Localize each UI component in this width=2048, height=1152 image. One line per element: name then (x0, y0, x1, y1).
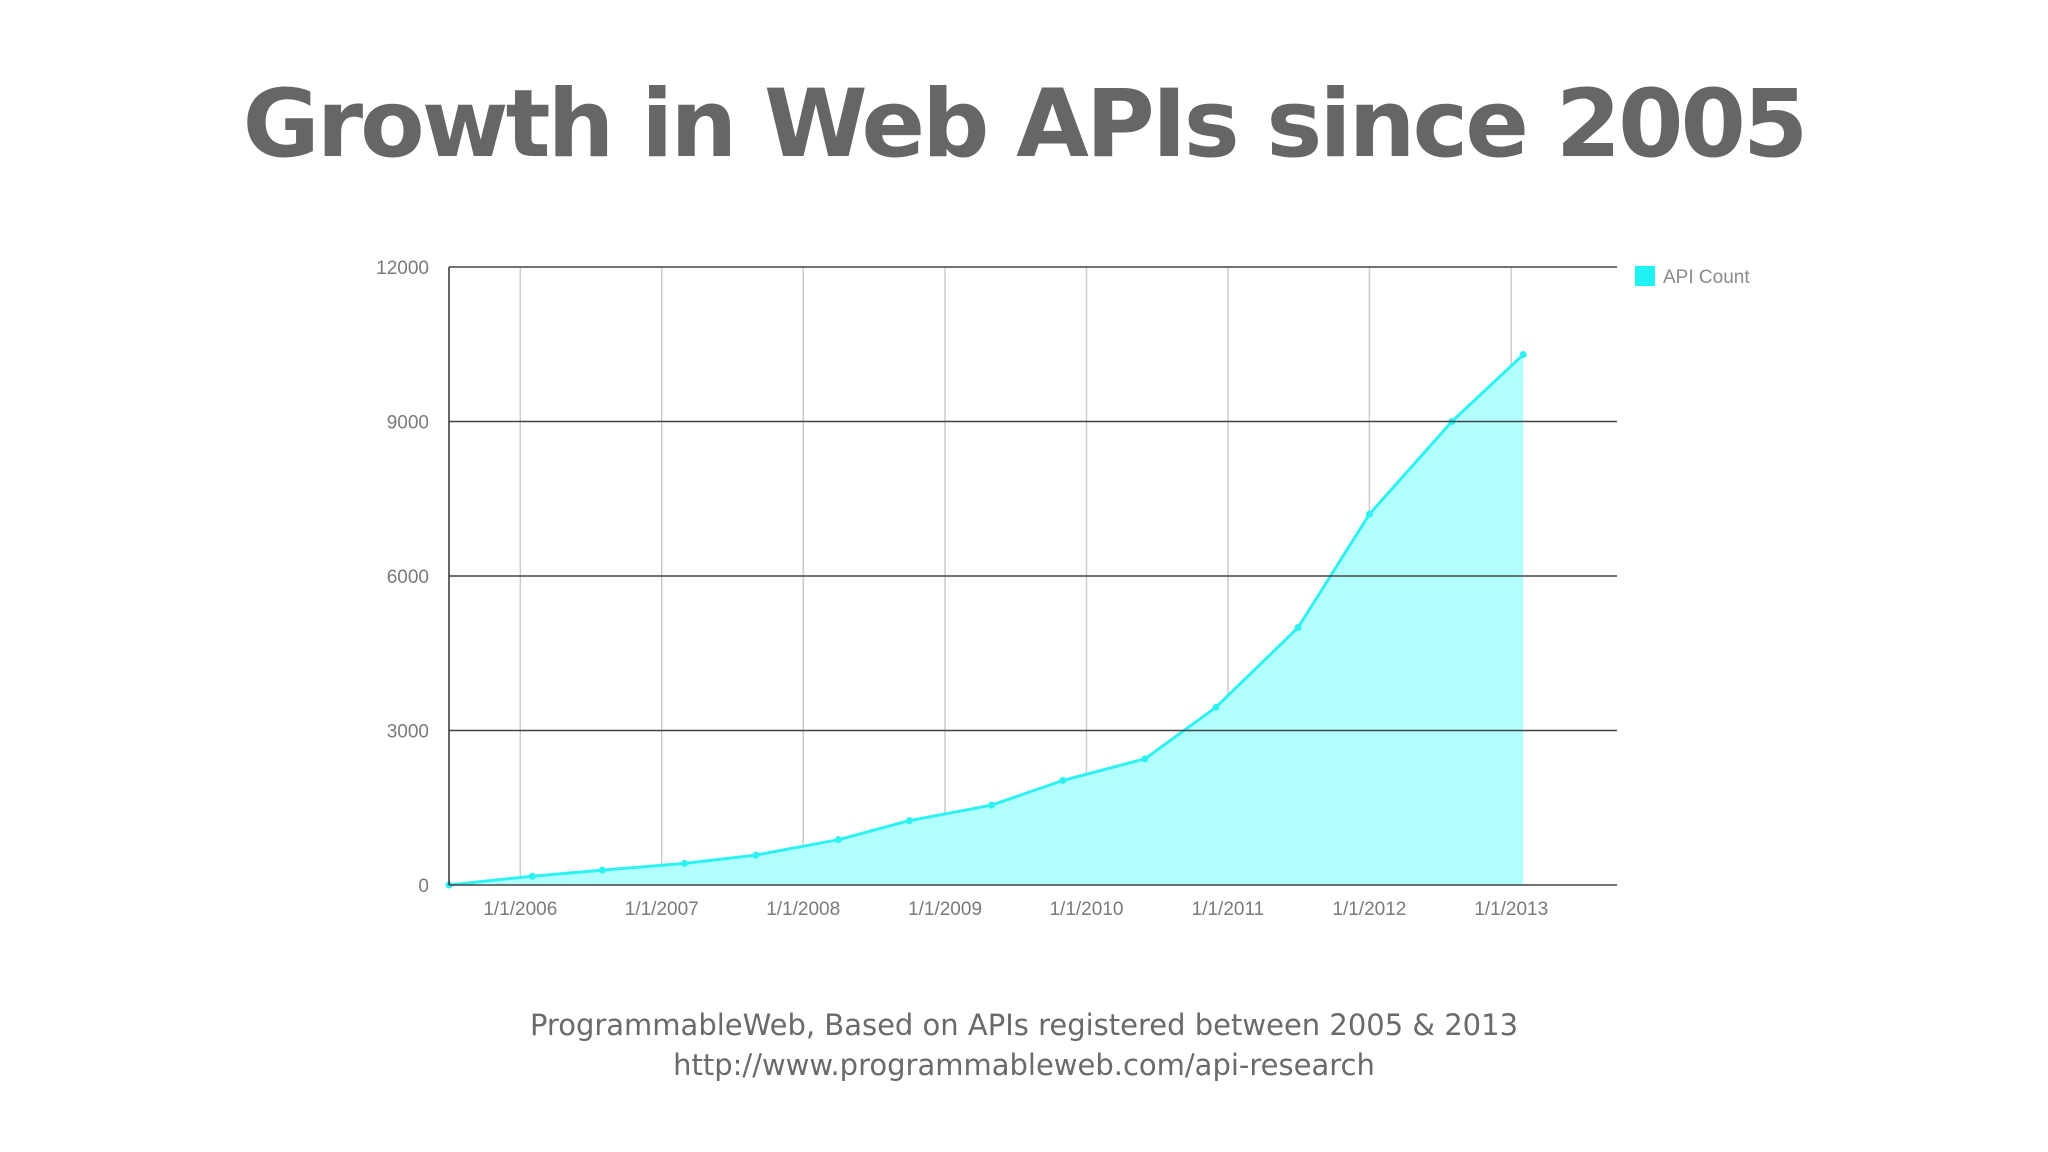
x-tick-label: 1/1/2007 (625, 899, 699, 920)
area-layer (445, 351, 1527, 889)
data-point (834, 836, 842, 844)
page-title: Growth in Web APIs since 2005 (242, 70, 1809, 179)
source-citation: ProgrammableWeb, Based on APIs registere… (529, 1008, 1519, 1042)
series-area-api-count (449, 354, 1524, 886)
legend: API Count (1635, 266, 1750, 288)
x-tick-label: 1/1/2012 (1332, 899, 1406, 920)
x-tick-label: 1/1/2006 (483, 899, 557, 920)
data-point (752, 851, 760, 859)
data-point (1141, 755, 1149, 763)
y-tick-label: 9000 (387, 413, 429, 434)
y-tick-label: 6000 (387, 567, 429, 588)
data-point (1212, 703, 1220, 711)
x-tick-label: 1/1/2009 (908, 899, 982, 920)
y-tick-label: 0 (418, 876, 429, 897)
y-tick-label: 3000 (387, 722, 429, 743)
axis-layer (448, 266, 1617, 886)
data-point (1059, 776, 1067, 784)
legend-label: API Count (1663, 267, 1750, 288)
legend-swatch (1635, 266, 1655, 286)
source-url: http://www.programmableweb.com/api-resea… (673, 1048, 1375, 1082)
data-point (681, 859, 689, 867)
data-point (1519, 351, 1527, 359)
x-tick-label: 1/1/2010 (1049, 899, 1123, 920)
data-point (528, 872, 536, 880)
x-tick-label: 1/1/2011 (1192, 899, 1265, 920)
tick-label-layer: 1/1/2006 1/1/2007 1/1/2008 1/1/2009 1/1/2010… (376, 258, 1548, 920)
y-tick-label: 12000 (376, 258, 429, 279)
data-point (905, 817, 913, 825)
x-tick-label: 1/1/2008 (766, 899, 840, 920)
data-point (988, 801, 996, 809)
data-point (598, 866, 606, 874)
x-tick-label: 1/1/2013 (1474, 899, 1548, 920)
data-point (1294, 624, 1302, 631)
data-point (1365, 510, 1373, 518)
